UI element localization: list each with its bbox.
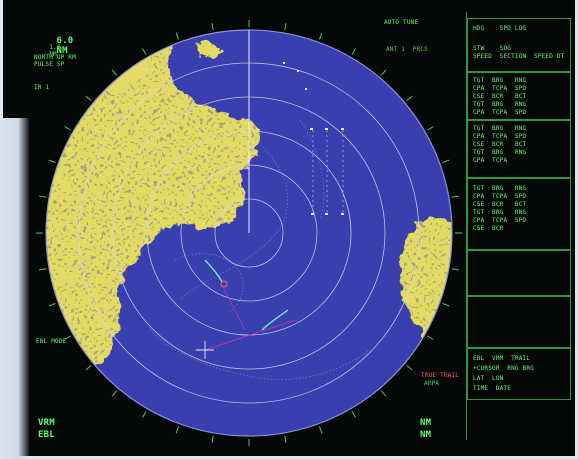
presentation-mode[interactable]: NORTH UP RM (34, 54, 76, 61)
target-line: TGT BRG RNG (473, 149, 527, 156)
target-line: CPA TCPA SPD (473, 193, 527, 200)
ebl-units: NM (420, 430, 432, 440)
cross-cursor[interactable] (196, 341, 214, 359)
bearing-tick (406, 365, 413, 371)
bearing-tick (451, 268, 459, 271)
bearing-tick (427, 126, 434, 131)
bearing-tick (211, 435, 214, 443)
vrm-readout[interactable]: VRM (38, 418, 55, 428)
target-line: CPA TCPA SPD (473, 85, 527, 92)
target-line: TGT BRG RNG (473, 125, 527, 132)
target-line: CPA TCPA SPD (473, 109, 527, 116)
pulse-length[interactable]: PULSE SP (34, 61, 65, 68)
auto-tune-label[interactable]: AUTO TUNE (384, 19, 419, 26)
bearing-tick (48, 159, 56, 164)
target-line: TGT BRG RNG (473, 101, 527, 108)
empty-box-2 (467, 296, 571, 348)
arpa-indicator: ARPA (424, 380, 440, 387)
cursor-line: TIME DATE (473, 385, 512, 392)
target-line: TGT BRG RNG (473, 77, 527, 84)
ebl-readout[interactable]: EBL (38, 430, 55, 440)
bearing-tick (442, 302, 450, 307)
interference-rejection[interactable]: IR 1 (34, 84, 50, 91)
parallel-index-lines (312, 130, 344, 215)
bearing-tick (175, 426, 180, 434)
islet-north (195, 42, 222, 58)
target-data-box-1[interactable]: TGT BRG RNG CPA TCPA SPD CSE BCR BCT TGT… (467, 72, 571, 120)
target-line: TGT BRG RNG (473, 185, 527, 192)
target-line: CPA TCPA SPD (473, 217, 527, 224)
target-line: CSE BCR BCT (473, 93, 527, 100)
bearing-tick (85, 95, 92, 101)
bearing-tick (442, 159, 450, 164)
screen-glare (0, 118, 30, 459)
bearing-tick (451, 195, 459, 198)
target-line: CSE BCR BCT (473, 141, 527, 148)
depth-contours (149, 119, 371, 380)
bearing-tick (175, 32, 180, 40)
data-panel: HDG SPD LOG STW SOG SPEED SECTION SPEED … (466, 12, 571, 440)
arpa-target-symbol[interactable] (220, 280, 228, 288)
bearing-tick (64, 335, 71, 340)
cursor-line: +CURSOR RNG BRG (473, 365, 534, 372)
own-ship-line: HDG SPD LOG (473, 25, 527, 32)
bearing-tick (381, 390, 387, 397)
bearing-tick (318, 426, 323, 434)
bearing-tick (85, 365, 92, 371)
bearing-tick (142, 48, 147, 55)
bearing-tick (351, 48, 356, 55)
ring-readout: 1.0 NM (34, 37, 61, 65)
vessel-trail-1 (204, 259, 223, 283)
vrm-units: NM (420, 418, 432, 428)
own-ship-box: HDG SPD LOG STW SOG SPEED SECTION SPEED … (467, 18, 571, 72)
bearing-tick (406, 95, 413, 101)
bearing-tick (142, 411, 147, 418)
antenna-status: ANT 1 PRCS (386, 46, 428, 53)
bearing-line (221, 284, 246, 331)
target-line: CPA TCPA (473, 157, 508, 164)
ebl-line (204, 319, 296, 351)
empty-box-1 (467, 250, 571, 296)
bearing-tick (111, 390, 117, 397)
target-line: CSE BCR BCT (473, 201, 527, 208)
range-units: NM (56, 46, 68, 56)
bearing-tick (318, 32, 323, 40)
bearing-tick (64, 126, 71, 131)
ring-interval: 1.0 (49, 44, 61, 51)
bearing-tick (48, 302, 56, 307)
target-line: CSE BCR (473, 225, 504, 232)
ring-units: NM (49, 51, 57, 58)
bearing-tick (427, 335, 434, 340)
range-value: 6.0 (56, 36, 74, 46)
cursor-line: EBL VRM TRAIL (473, 355, 531, 362)
vessel-trail-2 (261, 309, 289, 331)
target-data-box-2[interactable]: TGT BRG RNG CPA TCPA SPD CSE BCR BCT TGT… (467, 120, 571, 178)
bearing-tick (284, 435, 287, 443)
own-ship-line: SPEED SECTION SPEED DT (473, 53, 565, 60)
target-line: TGT BRG RNG (473, 209, 527, 216)
target-line: CPA TCPA SPD (473, 133, 527, 140)
bearing-tick (351, 411, 356, 418)
trail-mode-indicator[interactable]: TRUE TRAIL (421, 372, 460, 379)
range-readout: 6.0 NM (34, 26, 73, 66)
cursor-line: LAT LON (473, 375, 504, 382)
bearing-scale (36, 20, 462, 446)
bearing-tick (381, 69, 387, 76)
target-data-box-3[interactable]: TGT BRG RNG CPA TCPA SPD CSE BCR BCT TGT… (467, 178, 571, 250)
target-echoes (283, 62, 344, 215)
bearing-tick (211, 23, 214, 31)
bearing-tick (284, 23, 287, 31)
bearing-tick (111, 69, 117, 76)
own-ship-line: STW SOG (473, 45, 512, 52)
bearing-tick (39, 268, 47, 271)
cursor-data-box[interactable]: EBL VRM TRAIL +CURSOR RNG BRG LAT LON TI… (467, 348, 571, 400)
ebl-mode-label[interactable]: EBL MODE (36, 338, 67, 345)
bearing-tick (39, 195, 47, 198)
